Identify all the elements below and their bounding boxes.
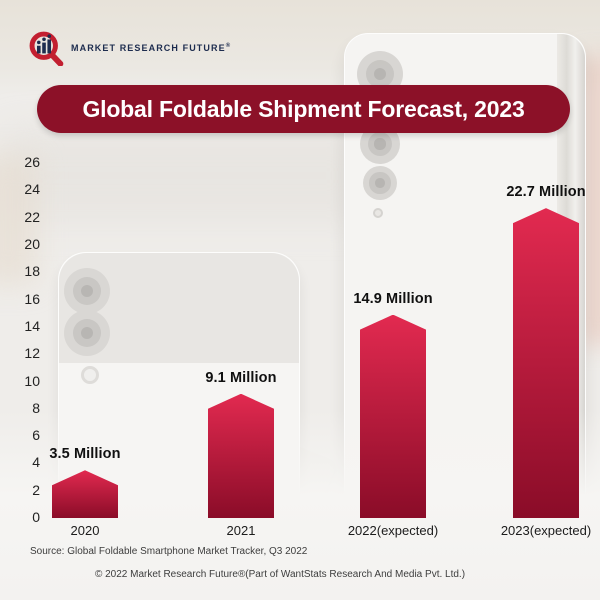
y-axis-tick-label: 0	[32, 509, 40, 525]
bar	[208, 393, 274, 518]
bar-category-label: 2020	[70, 523, 100, 538]
bar-value-label: 22.7 Million	[506, 184, 586, 201]
bar	[52, 470, 118, 518]
y-axis-tick-label: 6	[32, 427, 40, 444]
background-mid-blur	[0, 128, 370, 223]
brand-logo-icon	[28, 30, 64, 66]
y-axis-tick-label: 24	[24, 181, 40, 198]
bar-value-label: 9.1 Million	[205, 369, 277, 386]
bar-category-label: 2022(expected)	[347, 523, 439, 538]
bar	[360, 314, 426, 518]
y-axis-tick-label: 16	[24, 290, 40, 307]
bar	[513, 208, 579, 518]
bar-category-label: 2023(expected)	[500, 523, 592, 538]
y-axis-tick-label: 20	[24, 236, 40, 252]
fold-phone-flash-icon	[373, 208, 383, 218]
flip-phone-camera-icon	[64, 310, 110, 356]
y-axis-tick-label: 22	[24, 208, 40, 225]
y-axis-tick-label: 10	[24, 372, 40, 389]
bar-category-label: 2021	[226, 523, 256, 538]
fold-phone-camera-icon	[363, 166, 397, 200]
title-banner: Global Foldable Shipment Forecast, 2023	[37, 85, 570, 133]
y-axis-tick-label: 14	[24, 317, 40, 334]
bar-value-label: 14.9 Million	[353, 290, 433, 307]
bar-value-label: 3.5 Million	[49, 446, 121, 463]
flip-phone-selfie-camera-icon	[81, 366, 99, 384]
y-axis-tick-label: 2	[32, 481, 40, 498]
y-axis-tick-label: 12	[24, 345, 40, 362]
background-left-blur	[0, 155, 38, 285]
y-axis-tick-label: 4	[32, 454, 40, 471]
y-axis-tick-label: 18	[24, 263, 40, 280]
source-note: Source: Global Foldable Smartphone Marke…	[30, 546, 308, 557]
page-title: Global Foldable Shipment Forecast, 2023	[82, 95, 525, 122]
registered-mark: ®	[225, 43, 231, 49]
brand-logo: MARKET RESEARCH FUTURE®	[28, 30, 230, 66]
y-axis-tick-label: 8	[32, 399, 40, 416]
flip-phone-camera-icon	[64, 268, 110, 314]
brand-name: MARKET RESEARCH FUTURE®	[71, 43, 231, 53]
copyright-note: © 2022 Market Research Future®(Part of W…	[94, 569, 466, 580]
y-axis-tick-label: 26	[24, 154, 40, 171]
